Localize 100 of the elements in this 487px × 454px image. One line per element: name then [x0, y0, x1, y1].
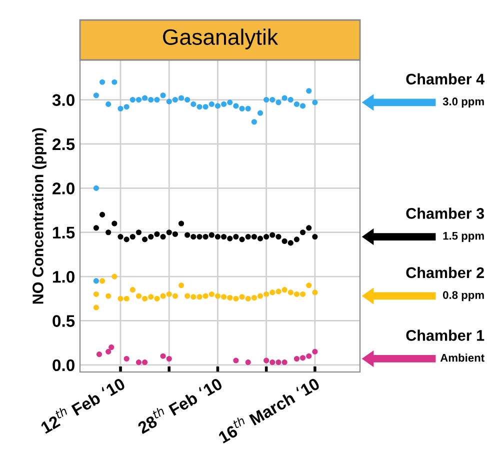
point [100, 212, 106, 218]
y-tick-label: 3.0 [52, 94, 74, 106]
point [270, 96, 276, 103]
point [172, 231, 178, 237]
point [136, 230, 142, 236]
point [124, 356, 130, 362]
point [112, 220, 118, 226]
point [300, 291, 306, 297]
point [106, 293, 112, 299]
point [112, 274, 118, 280]
point [93, 92, 99, 98]
point [166, 356, 172, 362]
point [264, 234, 270, 240]
point [124, 296, 130, 302]
point [106, 348, 112, 354]
y-tick-label: 2.0 [52, 182, 74, 194]
point [282, 287, 288, 293]
point [118, 234, 124, 240]
point [276, 100, 282, 106]
point [288, 96, 294, 103]
y-tick-label: 0.5 [52, 315, 75, 327]
point [257, 110, 264, 116]
point [288, 240, 294, 246]
point [136, 360, 142, 366]
point [166, 291, 172, 297]
y-tick-label: 1.5 [53, 226, 75, 239]
point [136, 96, 142, 103]
point [160, 92, 166, 98]
point [276, 234, 282, 240]
point [93, 185, 99, 191]
point [154, 231, 160, 237]
point [312, 290, 318, 296]
point [282, 360, 288, 366]
point [257, 236, 264, 242]
y-tick-label: 2.5 [52, 138, 75, 150]
point [312, 100, 318, 106]
point [306, 282, 312, 288]
point [300, 355, 306, 361]
point [130, 287, 136, 293]
point [270, 232, 276, 238]
point [148, 96, 154, 103]
point [148, 234, 154, 240]
point [276, 288, 282, 294]
point [312, 348, 318, 354]
point [264, 291, 270, 297]
point [257, 293, 264, 299]
point [282, 95, 288, 101]
point [294, 291, 300, 297]
point [306, 225, 312, 231]
point [142, 95, 148, 101]
point [166, 98, 172, 104]
point [264, 358, 270, 364]
y-tick-label: 1.0 [53, 270, 74, 283]
point [148, 294, 154, 300]
point [300, 103, 306, 109]
point [93, 278, 99, 284]
point [93, 304, 99, 310]
text: 1.5 ppm [443, 232, 484, 242]
point [124, 104, 130, 110]
point [282, 238, 288, 244]
point [124, 236, 130, 242]
point [106, 230, 112, 236]
point [154, 296, 160, 302]
point [142, 360, 148, 366]
text: Chamber 4 [406, 73, 484, 85]
text: 3.0 ppm [442, 98, 484, 108]
y-axis-title: NO Concentration (ppm) [32, 128, 46, 304]
point [306, 353, 312, 359]
text: Chamber 1 [406, 330, 484, 341]
point [276, 360, 282, 366]
point [160, 234, 166, 240]
point [270, 290, 276, 296]
point [166, 230, 172, 236]
point [130, 234, 136, 240]
point [294, 101, 300, 107]
point [93, 291, 99, 297]
point [93, 225, 99, 231]
point [312, 234, 318, 240]
point [142, 236, 148, 242]
point [106, 101, 112, 107]
point [130, 96, 136, 103]
point [300, 230, 306, 236]
point [100, 79, 106, 85]
point [154, 96, 160, 103]
point [294, 236, 300, 242]
point [118, 296, 124, 302]
point [100, 278, 106, 284]
point [264, 96, 270, 103]
chart-title: Gasanalytik [163, 28, 278, 50]
text: Chamber 2 [406, 266, 484, 278]
point [160, 353, 166, 359]
point [288, 290, 294, 296]
point [172, 293, 178, 299]
point [142, 296, 148, 302]
y-tick-label: 0.0 [52, 359, 74, 372]
text: Ambient [440, 354, 484, 362]
point [136, 293, 142, 299]
point [306, 88, 312, 94]
point [270, 360, 276, 366]
point [172, 96, 178, 103]
